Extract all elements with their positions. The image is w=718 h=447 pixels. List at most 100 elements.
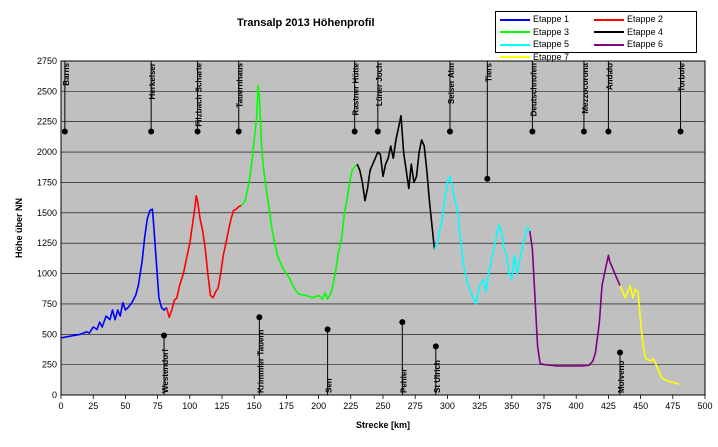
y-tick-label: 1500 bbox=[37, 208, 57, 218]
y-tick-label: 2250 bbox=[37, 117, 57, 127]
y-tick-label: 250 bbox=[42, 360, 57, 370]
x-tick-label: 125 bbox=[214, 401, 229, 411]
annotation-dot bbox=[580, 128, 587, 135]
annotation-label: Andalo bbox=[605, 63, 614, 90]
legend-item: Etappe 3 bbox=[500, 26, 569, 38]
legend-label: Etappe 1 bbox=[533, 14, 570, 24]
y-tick-label: 2500 bbox=[37, 86, 57, 96]
series-line-7 bbox=[619, 284, 680, 385]
annotation-label: Pehler bbox=[399, 369, 408, 393]
x-tick-label: 225 bbox=[343, 401, 358, 411]
legend-label: Etappe 6 bbox=[627, 39, 664, 49]
annotation-label: Deutschnofen bbox=[529, 63, 538, 116]
legend-label: Etappe 5 bbox=[533, 39, 570, 49]
x-tick-label: 325 bbox=[472, 401, 487, 411]
x-tick-label: 150 bbox=[247, 401, 262, 411]
annotation-dot bbox=[432, 343, 439, 350]
annotation-label: Westendorf bbox=[161, 349, 170, 393]
series-line-6 bbox=[529, 230, 621, 367]
annotation-dot bbox=[374, 128, 381, 135]
annotation-label: Sen bbox=[325, 378, 334, 393]
legend-item: Etappe 1 bbox=[500, 13, 569, 25]
x-tick-label: 200 bbox=[311, 401, 326, 411]
annotation-label: Torbole bbox=[678, 62, 687, 91]
legend-item: Etappe 5 bbox=[500, 38, 569, 50]
x-tick-label: 450 bbox=[633, 401, 648, 411]
x-tick-label: 375 bbox=[536, 401, 551, 411]
y-tick-label: 0 bbox=[52, 390, 57, 400]
y-tick-label: 500 bbox=[42, 329, 57, 339]
x-tick-label: 475 bbox=[665, 401, 680, 411]
annotation-dot bbox=[529, 128, 536, 135]
annotation-label: Mezzocorona bbox=[581, 62, 590, 113]
series-line-1 bbox=[60, 208, 168, 339]
x-tick-label: 350 bbox=[504, 401, 519, 411]
x-tick-label: 275 bbox=[408, 401, 423, 411]
annotation-dot bbox=[351, 128, 358, 135]
annotation-dot bbox=[61, 128, 68, 135]
legend-item: Etappe 7 bbox=[500, 51, 569, 63]
annotation-dot bbox=[677, 128, 684, 135]
x-tick-label: 300 bbox=[440, 401, 455, 411]
x-tick-label: 75 bbox=[153, 401, 163, 411]
annotation-label: Barns bbox=[62, 62, 71, 85]
annotation-label: Tiers bbox=[484, 62, 493, 82]
series-line-2 bbox=[165, 195, 242, 319]
annotation-label: Lüner Joch bbox=[375, 63, 384, 106]
legend-swatch bbox=[594, 43, 624, 46]
x-tick-label: 250 bbox=[375, 401, 390, 411]
legend-item: Etappe 6 bbox=[594, 38, 663, 50]
legend-label: Etappe 4 bbox=[627, 26, 664, 37]
y-tick-label: 1250 bbox=[37, 238, 57, 248]
y-tick-label: 1000 bbox=[37, 269, 57, 279]
y-tick-label: 2000 bbox=[37, 147, 57, 157]
legend-label: Etappe 3 bbox=[533, 26, 570, 37]
legend-swatch bbox=[500, 18, 530, 21]
x-tick-label: 0 bbox=[58, 401, 63, 411]
legend-swatch bbox=[500, 56, 530, 59]
annotation-label: Krimmler Tauern bbox=[256, 329, 265, 393]
y-axis-label: Höhe über NN bbox=[14, 198, 24, 258]
x-tick-label: 50 bbox=[120, 401, 130, 411]
annotation-label: Herkelser bbox=[148, 63, 157, 99]
legend-label: Etappe 7 bbox=[533, 51, 570, 62]
legend-swatch bbox=[594, 31, 624, 34]
x-tick-label: 100 bbox=[182, 401, 197, 411]
x-tick-label: 25 bbox=[88, 401, 98, 411]
annotation-dot bbox=[148, 128, 155, 135]
annotation-dot bbox=[484, 175, 491, 182]
legend-label: Etappe 2 bbox=[627, 14, 664, 24]
legend-swatch bbox=[500, 43, 530, 46]
annotation-dot bbox=[235, 128, 242, 135]
annotation-label: Tauernhaus bbox=[236, 62, 245, 107]
annotation-dot bbox=[605, 128, 612, 135]
y-tick-label: 2750 bbox=[37, 56, 57, 66]
y-tick-label: 1750 bbox=[37, 177, 57, 187]
annotation-label: Rastner Hütte bbox=[352, 62, 361, 115]
annotation-dot bbox=[616, 349, 623, 356]
legend-swatch bbox=[594, 18, 624, 21]
x-axis-label: Strecke [km] bbox=[356, 420, 410, 430]
annotation-dot bbox=[324, 326, 331, 333]
annotation-dot bbox=[256, 314, 263, 321]
x-tick-label: 500 bbox=[697, 401, 712, 411]
x-tick-label: 400 bbox=[569, 401, 584, 411]
legend-item: Etappe 4 bbox=[594, 26, 663, 38]
annotation-dot bbox=[446, 128, 453, 135]
annotation-label: St Ulrich bbox=[433, 360, 442, 393]
legend-swatch bbox=[500, 31, 530, 34]
series-line-4 bbox=[356, 114, 436, 250]
series-line-3 bbox=[240, 84, 358, 300]
annotation-label: Seiser Alm bbox=[447, 63, 456, 104]
legend-item: Etappe 2 bbox=[594, 13, 663, 25]
x-tick-label: 175 bbox=[279, 401, 294, 411]
annotation-dot bbox=[161, 332, 168, 339]
annotation-label: Molveno bbox=[617, 360, 626, 393]
legend: Etappe 1 Etappe 2 Etappe 3 Etappe 4 Etappe 5… bbox=[495, 11, 697, 62]
annotation-label: Filzbach Scharte bbox=[195, 62, 204, 126]
annotation-dot bbox=[399, 319, 406, 326]
chart-title: Transalp 2013 Höhenprofil bbox=[237, 17, 375, 29]
annotation-dot bbox=[194, 128, 201, 135]
series-line-5 bbox=[433, 175, 531, 305]
